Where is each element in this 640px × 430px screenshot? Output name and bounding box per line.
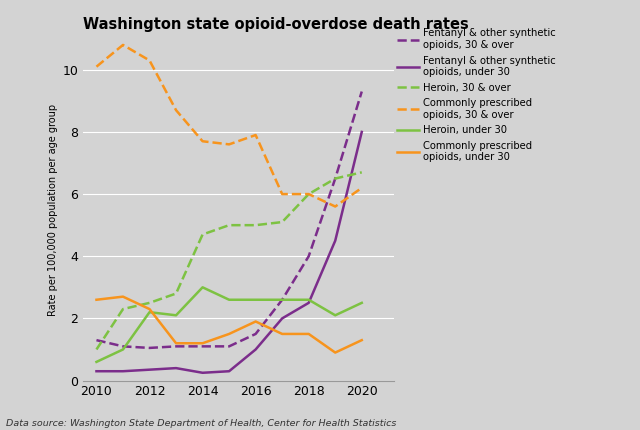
Y-axis label: Rate per 100,000 population per age group: Rate per 100,000 population per age grou… [48,104,58,316]
Text: Washington state opioid-overdose death rates: Washington state opioid-overdose death r… [83,17,469,32]
Text: Data source: Washington State Department of Health, Center for Health Statistics: Data source: Washington State Department… [6,419,397,428]
Legend: Fentanyl & other synthetic
opioids, 30 & over, Fentanyl & other synthetic
opioid: Fentanyl & other synthetic opioids, 30 &… [397,28,556,163]
